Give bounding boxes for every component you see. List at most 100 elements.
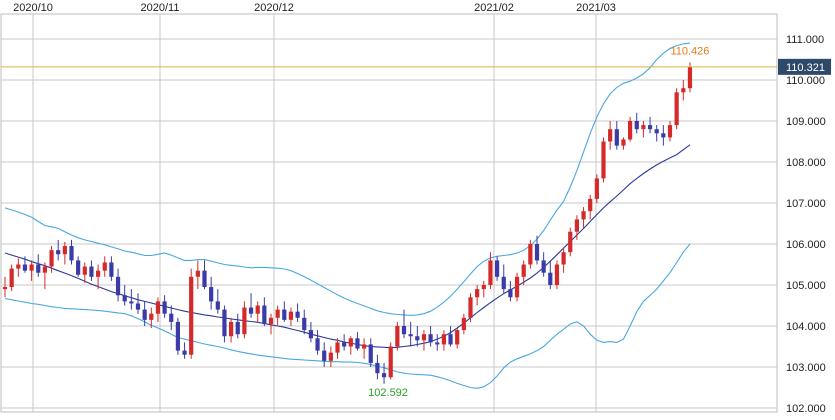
candle-body: [195, 270, 200, 277]
candle-body: [295, 311, 300, 318]
candle-body: [16, 264, 21, 269]
candle-body: [501, 276, 506, 290]
candle-body: [594, 178, 599, 199]
candle-body: [302, 317, 307, 331]
candle-body: [222, 309, 227, 337]
candle-body: [288, 311, 294, 320]
axes: 102.000 103.000 104.000 105.000 106.000 107.0…: [13, 2, 826, 415]
candle-body: [202, 270, 207, 288]
candle-body: [355, 338, 360, 349]
high-value-label: 110.426: [670, 45, 709, 57]
candle-body: [401, 326, 407, 335]
candle-body: [348, 338, 353, 347]
candle-body: [342, 342, 347, 347]
candle-body: [488, 260, 493, 285]
candle-body: [674, 92, 679, 126]
y-tick-label: 109.000: [786, 116, 826, 128]
candle-body: [561, 252, 566, 265]
candle-body: [56, 250, 61, 255]
candle-body: [408, 334, 413, 337]
candle-body: [381, 373, 387, 378]
candle-body: [588, 198, 593, 212]
candle-body: [574, 219, 579, 232]
y-tick-label: 102.000: [786, 403, 826, 415]
candle-body: [468, 297, 473, 318]
candle-body: [255, 305, 260, 314]
candle-body: [508, 289, 513, 298]
candle-body: [122, 295, 127, 302]
candle-body: [135, 303, 141, 310]
x-tick-label: 2020/12: [254, 2, 294, 14]
overlays: 110.321 110.426 102.592: [1, 45, 831, 399]
candle-body: [169, 313, 174, 322]
candle-body: [421, 334, 427, 341]
current-price-label: 110.321: [786, 62, 825, 74]
candle-body: [155, 301, 161, 314]
candle-body: [248, 307, 254, 314]
candle-body: [22, 264, 28, 271]
x-tick-label: 2021/03: [576, 2, 616, 14]
candle-body: [235, 321, 240, 335]
candle-body: [441, 334, 446, 345]
candle-body: [628, 121, 633, 140]
current-price-box: [778, 58, 831, 75]
x-tick-label: 2021/02: [474, 2, 514, 14]
candle-body: [242, 307, 247, 335]
y-tick-label: 103.000: [786, 362, 826, 374]
candle-body: [568, 231, 573, 253]
candle-body: [82, 266, 87, 275]
candle-body: [49, 250, 54, 267]
candle-body: [36, 264, 41, 273]
candle-body: [641, 125, 646, 130]
candle-body: [175, 321, 180, 351]
x-tick-label: 2020/11: [141, 2, 180, 14]
candle-body: [455, 330, 460, 345]
candle-body: [268, 317, 274, 324]
candle-body: [475, 289, 480, 298]
candle-body: [375, 362, 380, 374]
candle-body: [687, 66, 693, 89]
candle-body: [541, 260, 546, 273]
candle-body: [69, 246, 74, 261]
candle-body: [528, 244, 533, 265]
candle-body: [142, 309, 147, 320]
candle-body: [667, 125, 673, 138]
candle-body: [448, 334, 453, 345]
candle-body: [102, 262, 107, 271]
candle-body: [328, 352, 333, 361]
candle-body: [162, 301, 167, 314]
candle-body: [634, 121, 639, 130]
candle-body: [262, 305, 267, 324]
candle-body: [282, 309, 287, 320]
candle-body: [315, 338, 320, 351]
grid: [1, 14, 777, 412]
low-value-label: 102.592: [368, 387, 408, 399]
candle-body: [461, 317, 466, 331]
candle-body: [554, 264, 560, 285]
candle-body: [2, 287, 8, 290]
y-tick-label: 105.000: [786, 280, 826, 292]
candle-body: [661, 133, 666, 138]
candle-body: [514, 276, 520, 298]
candle-body: [209, 287, 214, 302]
candle-body: [647, 125, 653, 130]
y-tick-label: 107.000: [786, 198, 826, 210]
candle-body: [428, 334, 433, 343]
candle-body: [115, 276, 121, 296]
candle-body: [335, 342, 340, 353]
candle-body: [229, 321, 234, 337]
candle-body: [654, 129, 659, 134]
candle-body: [495, 260, 500, 277]
candle-body: [388, 346, 393, 378]
candle-body: [435, 342, 440, 345]
candle-body: [76, 260, 81, 275]
lower-band-line: [4, 243, 691, 389]
candle-body: [275, 309, 280, 318]
candle-body: [614, 129, 619, 146]
candles: [2, 62, 693, 384]
candle-body: [189, 276, 194, 355]
candle-body: [608, 129, 613, 142]
candle-body: [129, 301, 134, 304]
